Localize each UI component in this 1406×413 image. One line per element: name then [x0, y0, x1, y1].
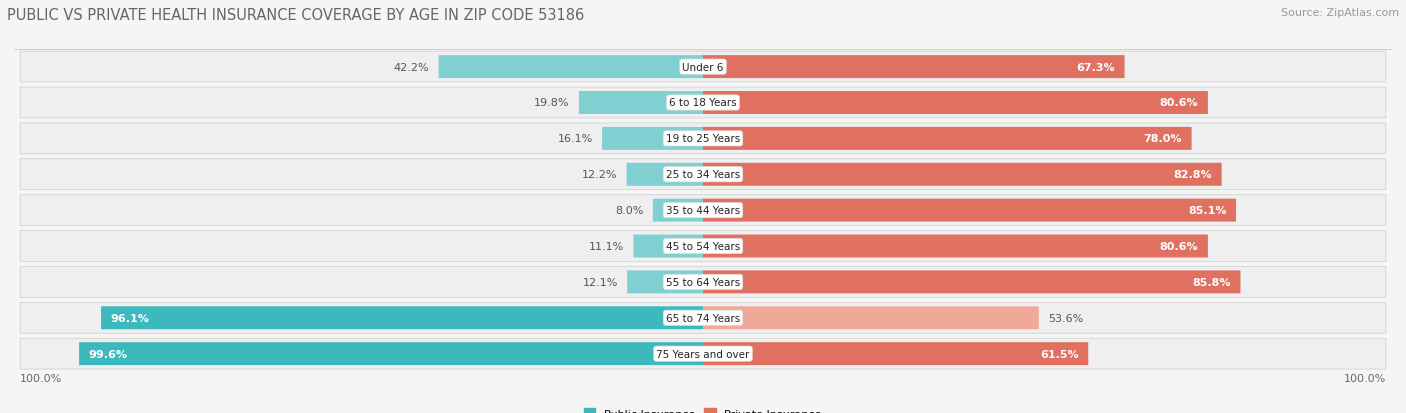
FancyBboxPatch shape — [703, 128, 1191, 150]
Text: 80.6%: 80.6% — [1160, 242, 1198, 252]
Text: 35 to 44 Years: 35 to 44 Years — [666, 206, 740, 216]
Text: PUBLIC VS PRIVATE HEALTH INSURANCE COVERAGE BY AGE IN ZIP CODE 53186: PUBLIC VS PRIVATE HEALTH INSURANCE COVER… — [7, 8, 585, 23]
FancyBboxPatch shape — [20, 267, 1386, 298]
FancyBboxPatch shape — [20, 52, 1386, 83]
Text: 25 to 34 Years: 25 to 34 Years — [666, 170, 740, 180]
Text: 6 to 18 Years: 6 to 18 Years — [669, 98, 737, 108]
Text: 8.0%: 8.0% — [616, 206, 644, 216]
Text: 45 to 54 Years: 45 to 54 Years — [666, 242, 740, 252]
Text: 61.5%: 61.5% — [1040, 349, 1078, 359]
Text: 42.2%: 42.2% — [394, 62, 429, 72]
Text: 65 to 74 Years: 65 to 74 Years — [666, 313, 740, 323]
Text: Source: ZipAtlas.com: Source: ZipAtlas.com — [1281, 8, 1399, 18]
FancyBboxPatch shape — [652, 199, 703, 222]
FancyBboxPatch shape — [703, 164, 1222, 186]
FancyBboxPatch shape — [634, 235, 703, 258]
Text: Under 6: Under 6 — [682, 62, 724, 72]
Text: 55 to 64 Years: 55 to 64 Years — [666, 277, 740, 287]
FancyBboxPatch shape — [20, 88, 1386, 119]
FancyBboxPatch shape — [703, 199, 1236, 222]
FancyBboxPatch shape — [439, 56, 703, 79]
FancyBboxPatch shape — [20, 195, 1386, 226]
Text: 75 Years and over: 75 Years and over — [657, 349, 749, 359]
Legend: Public Insurance, Private Insurance: Public Insurance, Private Insurance — [579, 404, 827, 413]
Text: 19.8%: 19.8% — [534, 98, 569, 108]
FancyBboxPatch shape — [579, 92, 703, 115]
FancyBboxPatch shape — [703, 306, 1039, 330]
Text: 85.8%: 85.8% — [1192, 277, 1232, 287]
FancyBboxPatch shape — [602, 128, 703, 150]
Text: 99.6%: 99.6% — [89, 349, 128, 359]
Text: 82.8%: 82.8% — [1174, 170, 1212, 180]
Text: 19 to 25 Years: 19 to 25 Years — [666, 134, 740, 144]
Text: 100.0%: 100.0% — [1343, 373, 1386, 383]
Text: 100.0%: 100.0% — [20, 373, 63, 383]
FancyBboxPatch shape — [20, 303, 1386, 333]
FancyBboxPatch shape — [101, 306, 703, 330]
Text: 16.1%: 16.1% — [558, 134, 593, 144]
Text: 53.6%: 53.6% — [1047, 313, 1084, 323]
Text: 11.1%: 11.1% — [589, 242, 624, 252]
FancyBboxPatch shape — [20, 338, 1386, 369]
FancyBboxPatch shape — [627, 164, 703, 186]
Text: 67.3%: 67.3% — [1077, 62, 1115, 72]
FancyBboxPatch shape — [20, 159, 1386, 190]
Text: 12.2%: 12.2% — [582, 170, 617, 180]
FancyBboxPatch shape — [703, 271, 1240, 294]
Text: 96.1%: 96.1% — [111, 313, 149, 323]
FancyBboxPatch shape — [20, 123, 1386, 154]
FancyBboxPatch shape — [703, 342, 1088, 365]
Text: 85.1%: 85.1% — [1188, 206, 1226, 216]
FancyBboxPatch shape — [703, 56, 1125, 79]
FancyBboxPatch shape — [627, 271, 703, 294]
FancyBboxPatch shape — [20, 231, 1386, 262]
Text: 12.1%: 12.1% — [582, 277, 617, 287]
FancyBboxPatch shape — [703, 235, 1208, 258]
Text: 78.0%: 78.0% — [1143, 134, 1182, 144]
FancyBboxPatch shape — [703, 92, 1208, 115]
Text: 80.6%: 80.6% — [1160, 98, 1198, 108]
FancyBboxPatch shape — [79, 342, 703, 365]
